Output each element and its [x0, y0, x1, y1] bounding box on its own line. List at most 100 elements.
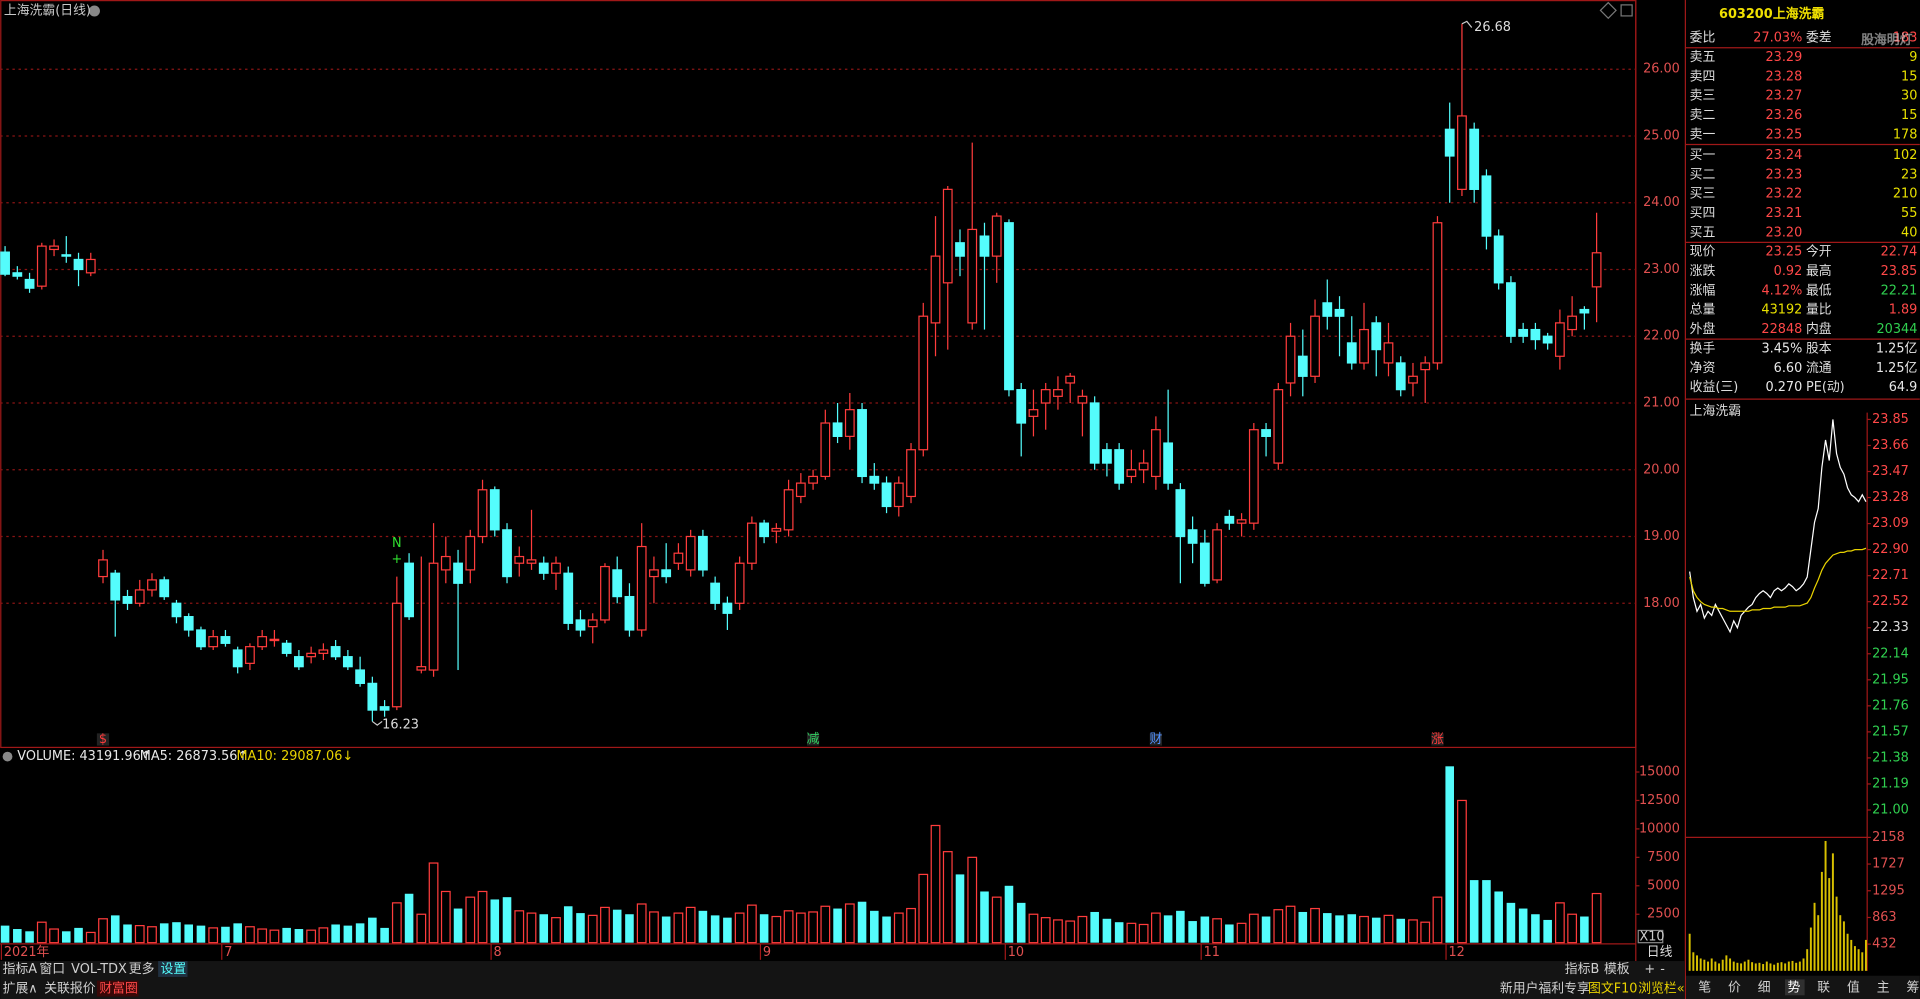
book-price: 23.21	[1766, 206, 1803, 221]
toolbar-tab[interactable]: 势	[1787, 979, 1800, 995]
candle-body	[1102, 449, 1112, 464]
y-tick-label: 21.95	[1872, 672, 1909, 687]
y-tick-label: 22.00	[1643, 329, 1680, 344]
stock-name: 上海洗霸	[1773, 6, 1825, 22]
toolbar-tab[interactable]: VOL-TDX	[71, 962, 127, 977]
candle-body	[820, 422, 831, 478]
candle-body	[1432, 222, 1443, 364]
toolbar-tab[interactable]: 模板	[1604, 962, 1630, 977]
candle-body	[563, 572, 574, 624]
signal-label: N	[392, 536, 402, 551]
toolbar-tab[interactable]: +	[1644, 962, 1655, 977]
volume-bar	[13, 929, 22, 943]
toolbar-tab[interactable]: 细	[1758, 980, 1771, 995]
candle-body	[306, 652, 317, 658]
candle-body	[795, 482, 806, 498]
toolbar-tab[interactable]: 笔	[1698, 979, 1711, 995]
volume-bar	[282, 927, 291, 943]
toolbar-tab[interactable]: 指标A	[3, 962, 38, 977]
maximize-icon[interactable]	[1620, 4, 1633, 17]
toolbar-tab[interactable]: 扩展∧	[3, 982, 38, 997]
volume-bar	[62, 931, 71, 943]
volume-bar	[1765, 961, 1768, 971]
candle-body	[330, 646, 341, 658]
volume-bar	[1359, 915, 1369, 944]
volume-bar	[820, 905, 831, 944]
toolbar-tab[interactable]: 价	[1728, 980, 1741, 995]
quote-label: 涨跌	[1690, 263, 1716, 279]
candle-body	[551, 562, 561, 574]
toolbar-tab[interactable]: 主	[1877, 980, 1890, 995]
volume-bar	[1773, 964, 1776, 971]
volume-bar	[1567, 913, 1578, 944]
volume-menu-icon[interactable]	[2, 751, 13, 762]
toolbar-tab[interactable]: -	[1660, 962, 1665, 977]
toolbar-tab[interactable]: 筹	[1906, 979, 1919, 995]
quote-label: 总量	[1690, 303, 1716, 318]
book-price: 23.22	[1766, 187, 1803, 202]
y-tick-label: 22.90	[1872, 542, 1909, 557]
candle-body	[1371, 322, 1382, 351]
candle-body	[1334, 308, 1345, 317]
volume-bar	[1090, 911, 1099, 943]
event-marker[interactable]: 涨	[1431, 732, 1444, 747]
volume-bar	[1040, 917, 1051, 944]
toolbar-tab[interactable]: 关联报价	[44, 982, 96, 997]
volume-bar	[1236, 922, 1247, 944]
volume-bar	[147, 926, 157, 944]
quote-value: 23.25	[1766, 245, 1803, 260]
volume-bar	[1828, 878, 1831, 971]
y-tick-label: 21.19	[1872, 776, 1909, 791]
candle-body	[942, 188, 953, 284]
toolbar-tab[interactable]: 新用户福利专享	[1500, 981, 1590, 997]
period-label[interactable]: 日线	[1647, 945, 1673, 960]
title-menu-icon[interactable]	[88, 5, 100, 17]
volume-bar	[1861, 952, 1864, 971]
quote-value: 20344	[1877, 322, 1918, 337]
candle-body	[134, 589, 145, 604]
book-label: 卖二	[1690, 108, 1716, 123]
volume-bar	[1028, 913, 1039, 944]
toolbar-tab[interactable]: 指标B	[1565, 962, 1600, 977]
y-tick-label: 7500	[1647, 850, 1680, 865]
candle-body	[1114, 449, 1125, 484]
toolbar-tab[interactable]: 浏览栏«	[1638, 981, 1684, 997]
candle-body	[893, 482, 904, 508]
candle-body	[1346, 342, 1357, 364]
x-tick-label: 7	[224, 945, 232, 960]
toolbar-tab[interactable]: 更多	[129, 962, 155, 977]
toolbar-tab[interactable]: 图文F10	[1588, 982, 1637, 997]
candle-body	[1016, 389, 1027, 424]
volume-bar	[428, 862, 439, 944]
toolbar-tab[interactable]: 联	[1817, 980, 1830, 995]
tab-highlight	[158, 961, 188, 977]
y-tick-label: 10000	[1639, 821, 1680, 836]
volume-bar	[1839, 915, 1842, 971]
event-marker[interactable]: 减	[807, 732, 820, 747]
event-marker[interactable]: 财	[1149, 732, 1162, 747]
event-marker[interactable]: $	[99, 732, 107, 747]
candle-body	[918, 315, 929, 451]
candle-body	[526, 559, 537, 564]
toolbar-tab[interactable]: 窗口	[39, 961, 65, 977]
window-icon[interactable]	[1599, 1, 1617, 20]
event-marker-bg	[1431, 733, 1444, 746]
toolbar-tab[interactable]: 财富圈	[99, 981, 138, 997]
high-pointer	[1461, 20, 1473, 28]
candle-body	[1591, 252, 1602, 288]
toolbar-tab[interactable]: 设置	[161, 962, 187, 977]
candle-body	[1322, 302, 1333, 317]
volume-bar	[306, 929, 317, 944]
volume-bar	[1784, 963, 1787, 971]
candle-body	[673, 552, 684, 564]
candle-body	[257, 636, 268, 648]
chart-title: 上海洗霸(日线)	[4, 4, 91, 19]
toolbar-tab[interactable]: 值	[1847, 979, 1860, 995]
book-volume: 102	[1893, 148, 1918, 163]
book-label: 买五	[1690, 225, 1716, 240]
y-tick-label: 21.00	[1872, 802, 1909, 817]
book-volume: 15	[1901, 108, 1917, 123]
candle-body	[1457, 115, 1467, 190]
candle-body	[906, 449, 916, 498]
candle-body	[318, 649, 329, 654]
